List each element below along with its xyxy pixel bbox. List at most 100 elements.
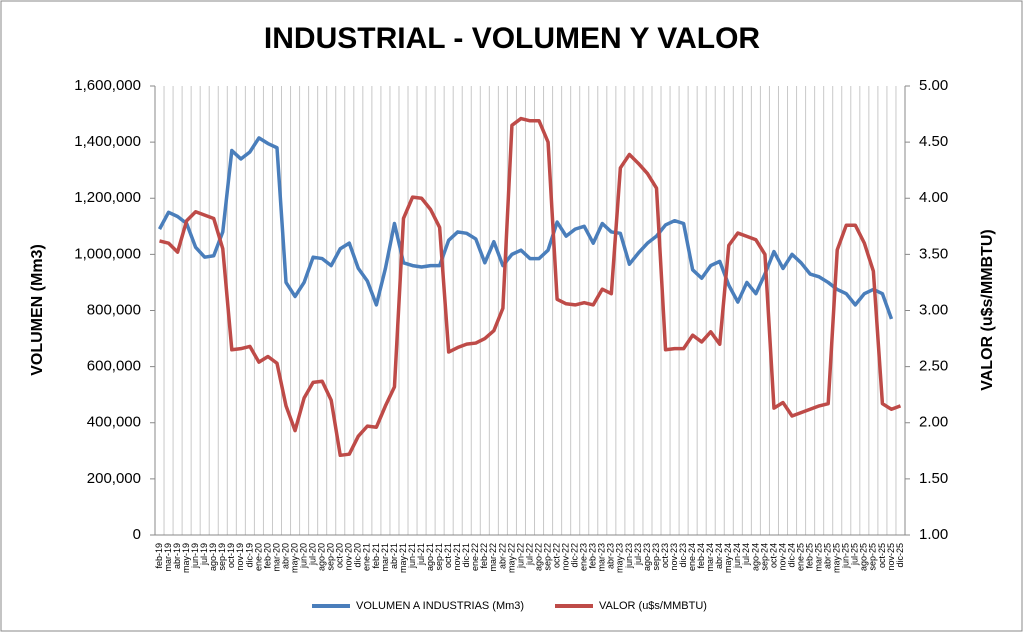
x-tick-label: may-23 bbox=[615, 543, 625, 573]
x-tick-label: mar-21 bbox=[380, 543, 390, 572]
x-tick-label: nov-22 bbox=[561, 543, 571, 571]
x-tick-label: jul-25 bbox=[850, 543, 860, 566]
x-tick-label: feb-24 bbox=[696, 543, 706, 569]
x-tick-label: oct-25 bbox=[877, 543, 887, 568]
x-tick-label: abr-25 bbox=[823, 543, 833, 569]
x-tick-label: jul-23 bbox=[633, 543, 643, 566]
x-tick-label: abr-24 bbox=[714, 543, 724, 569]
y-tick-label: 400,000 bbox=[87, 414, 141, 431]
x-tick-label: mar-23 bbox=[597, 543, 607, 572]
x-tick-label: mar-20 bbox=[271, 543, 281, 572]
x-tick-label: jun-23 bbox=[624, 543, 634, 569]
x-tick-label: dic-22 bbox=[570, 543, 580, 568]
x-tick-label: mar-19 bbox=[163, 543, 173, 572]
x-tick-label: nov-19 bbox=[235, 543, 245, 571]
x-tick-label: sep-23 bbox=[651, 543, 661, 571]
x-tick-label: abr-22 bbox=[497, 543, 507, 569]
x-tick-label: mar-25 bbox=[814, 543, 824, 572]
y-tick-label: 1,400,000 bbox=[74, 133, 141, 150]
y-axis-label: VOLUMEN (Mm3) bbox=[29, 244, 46, 376]
x-tick-label: dic-25 bbox=[895, 543, 905, 568]
x-tick-label: jul-19 bbox=[199, 543, 209, 566]
x-tick-label: jul-20 bbox=[308, 543, 318, 566]
x-tick-label: sep-24 bbox=[759, 543, 769, 571]
x-tick-label: ago-25 bbox=[859, 543, 869, 571]
y2-tick-label: 1.50 bbox=[919, 470, 948, 487]
x-tick-label: jul-24 bbox=[741, 543, 751, 566]
x-tick-label: ago-22 bbox=[533, 543, 543, 571]
x-tick-label: feb-23 bbox=[588, 543, 598, 569]
x-tick-label: jun-20 bbox=[298, 543, 308, 569]
x-tick-label: ago-23 bbox=[642, 543, 652, 571]
x-tick-label: nov-25 bbox=[886, 543, 896, 571]
x-tick-label: sep-20 bbox=[326, 543, 336, 571]
x-tick-label: ago-24 bbox=[750, 543, 760, 571]
x-tick-label: sep-22 bbox=[542, 543, 552, 571]
x-tick-label: feb-19 bbox=[154, 543, 164, 569]
x-tick-label: abr-19 bbox=[172, 543, 182, 569]
x-tick-label: abr-23 bbox=[606, 543, 616, 569]
y-tick-label: 600,000 bbox=[87, 358, 141, 375]
x-tick-label: oct-22 bbox=[551, 543, 561, 568]
x-tick-label: feb-20 bbox=[262, 543, 272, 569]
x-tick-label: abr-20 bbox=[280, 543, 290, 569]
y-tick-label: 200,000 bbox=[87, 470, 141, 487]
x-tick-label: jun-25 bbox=[841, 543, 851, 569]
x-tick-label: mar-24 bbox=[705, 543, 715, 572]
y2-axis-label: VALOR (u$s/MMBTU) bbox=[979, 229, 996, 390]
x-tick-label: ene-25 bbox=[795, 543, 805, 571]
x-tick-label: abr-21 bbox=[389, 543, 399, 569]
x-tick-label: sep-25 bbox=[868, 543, 878, 571]
y-tick-label: 1,000,000 bbox=[74, 245, 141, 262]
x-tick-label: may-24 bbox=[723, 543, 733, 573]
series-line bbox=[159, 116, 902, 458]
x-tick-label: sep-21 bbox=[434, 543, 444, 571]
x-tick-label: jun-21 bbox=[407, 543, 417, 569]
x-tick-label: may-22 bbox=[506, 543, 516, 573]
x-tick-label: ene-21 bbox=[362, 543, 372, 571]
y2-tick-label: 2.50 bbox=[919, 358, 948, 375]
x-tick-label: jul-22 bbox=[524, 543, 534, 566]
y2-tick-label: 2.00 bbox=[919, 414, 948, 431]
y-tick-label: 800,000 bbox=[87, 301, 141, 318]
x-tick-label: oct-21 bbox=[443, 543, 453, 568]
x-tick-label: dic-21 bbox=[461, 543, 471, 568]
x-tick-label: dic-20 bbox=[353, 543, 363, 568]
chart-title: INDUSTRIAL - VOLUMEN Y VALOR bbox=[264, 22, 760, 55]
x-tick-label: oct-19 bbox=[226, 543, 236, 568]
y2-tick-label: 4.00 bbox=[919, 189, 948, 206]
x-tick-label: may-21 bbox=[398, 543, 408, 573]
x-tick-label: nov-21 bbox=[452, 543, 462, 571]
x-tick-label: may-25 bbox=[832, 543, 842, 573]
legend-label: VALOR (u$s/MMBTU) bbox=[599, 600, 707, 612]
x-tick-label: jun-19 bbox=[190, 543, 200, 569]
y2-tick-label: 5.00 bbox=[919, 77, 948, 94]
x-tick-label: may-20 bbox=[289, 543, 299, 573]
x-tick-label: ene-24 bbox=[687, 543, 697, 571]
legend-label: VOLUMEN A INDUSTRIAS (Mm3) bbox=[356, 600, 524, 612]
x-tick-label: dic-24 bbox=[786, 543, 796, 568]
y2-tick-label: 1.00 bbox=[919, 526, 948, 543]
y-tick-label: 1,600,000 bbox=[74, 77, 141, 94]
x-tick-label: oct-23 bbox=[660, 543, 670, 568]
x-tick-label: dic-23 bbox=[678, 543, 688, 568]
y2-tick-label: 3.50 bbox=[919, 245, 948, 262]
x-tick-label: jul-21 bbox=[416, 543, 426, 566]
x-tick-label: may-19 bbox=[181, 543, 191, 573]
y-tick-label: 1,200,000 bbox=[74, 189, 141, 206]
x-tick-label: feb-25 bbox=[804, 543, 814, 569]
x-tick-label: oct-20 bbox=[335, 543, 345, 568]
x-tick-label: nov-20 bbox=[344, 543, 354, 571]
x-tick-label: ene-22 bbox=[470, 543, 480, 571]
x-tick-label: ene-23 bbox=[579, 543, 589, 571]
x-tick-label: jun-24 bbox=[732, 543, 742, 569]
x-tick-label: feb-21 bbox=[371, 543, 381, 569]
x-tick-label: dic-19 bbox=[244, 543, 254, 568]
x-tick-label: mar-22 bbox=[488, 543, 498, 572]
x-tick-label: ago-19 bbox=[208, 543, 218, 571]
x-tick-label: jun-22 bbox=[515, 543, 525, 569]
x-tick-label: oct-24 bbox=[768, 543, 778, 568]
y2-tick-label: 4.50 bbox=[919, 133, 948, 150]
